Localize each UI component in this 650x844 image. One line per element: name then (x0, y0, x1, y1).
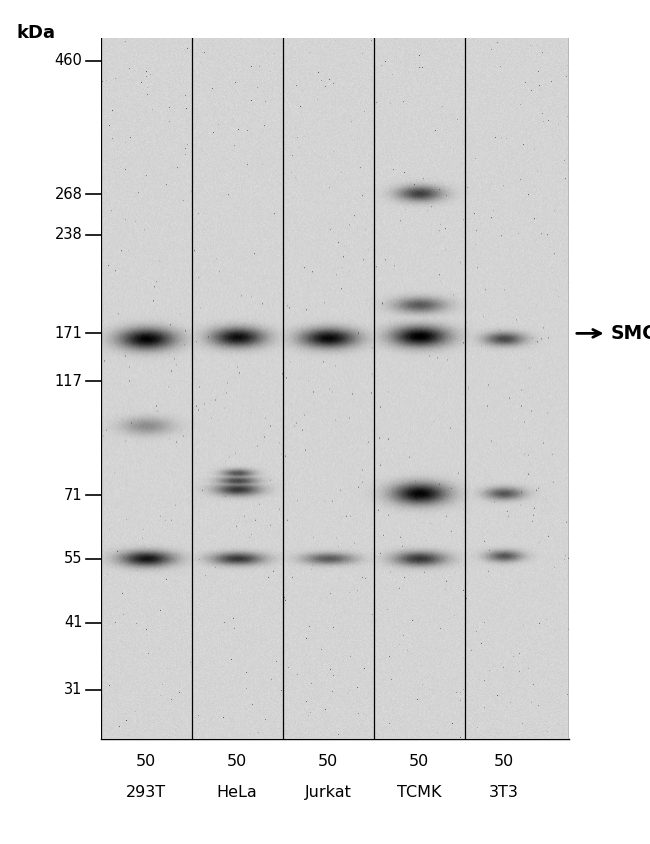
Text: 460: 460 (55, 53, 83, 68)
Text: 238: 238 (55, 227, 83, 242)
Text: 50: 50 (318, 754, 339, 769)
Text: 31: 31 (64, 682, 83, 697)
Text: 71: 71 (64, 488, 83, 503)
Text: 50: 50 (227, 754, 248, 769)
Text: 117: 117 (55, 374, 83, 389)
Text: 50: 50 (136, 754, 157, 769)
Text: 3T3: 3T3 (489, 785, 519, 800)
Text: kDa: kDa (16, 24, 55, 41)
Text: 41: 41 (64, 615, 83, 630)
Text: SMC5: SMC5 (611, 324, 650, 343)
Text: 171: 171 (55, 326, 83, 341)
Text: Jurkat: Jurkat (305, 785, 352, 800)
Text: TCMK: TCMK (397, 785, 441, 800)
Text: 50: 50 (409, 754, 430, 769)
Text: 293T: 293T (126, 785, 166, 800)
Text: HeLa: HeLa (217, 785, 257, 800)
Text: 55: 55 (64, 551, 83, 566)
Text: 50: 50 (493, 754, 514, 769)
Text: 268: 268 (55, 187, 83, 202)
